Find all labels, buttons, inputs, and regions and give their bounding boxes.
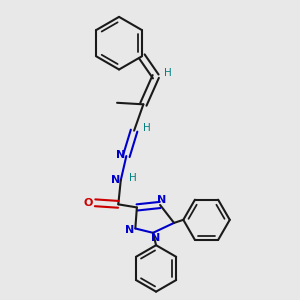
Text: H: H bbox=[164, 68, 171, 78]
Text: H: H bbox=[143, 123, 151, 133]
Text: O: O bbox=[84, 198, 93, 208]
Text: N: N bbox=[111, 175, 120, 184]
Text: N: N bbox=[157, 195, 166, 205]
Text: H: H bbox=[129, 173, 136, 183]
Text: N: N bbox=[116, 150, 125, 161]
Text: N: N bbox=[151, 233, 160, 243]
Text: N: N bbox=[124, 225, 134, 235]
